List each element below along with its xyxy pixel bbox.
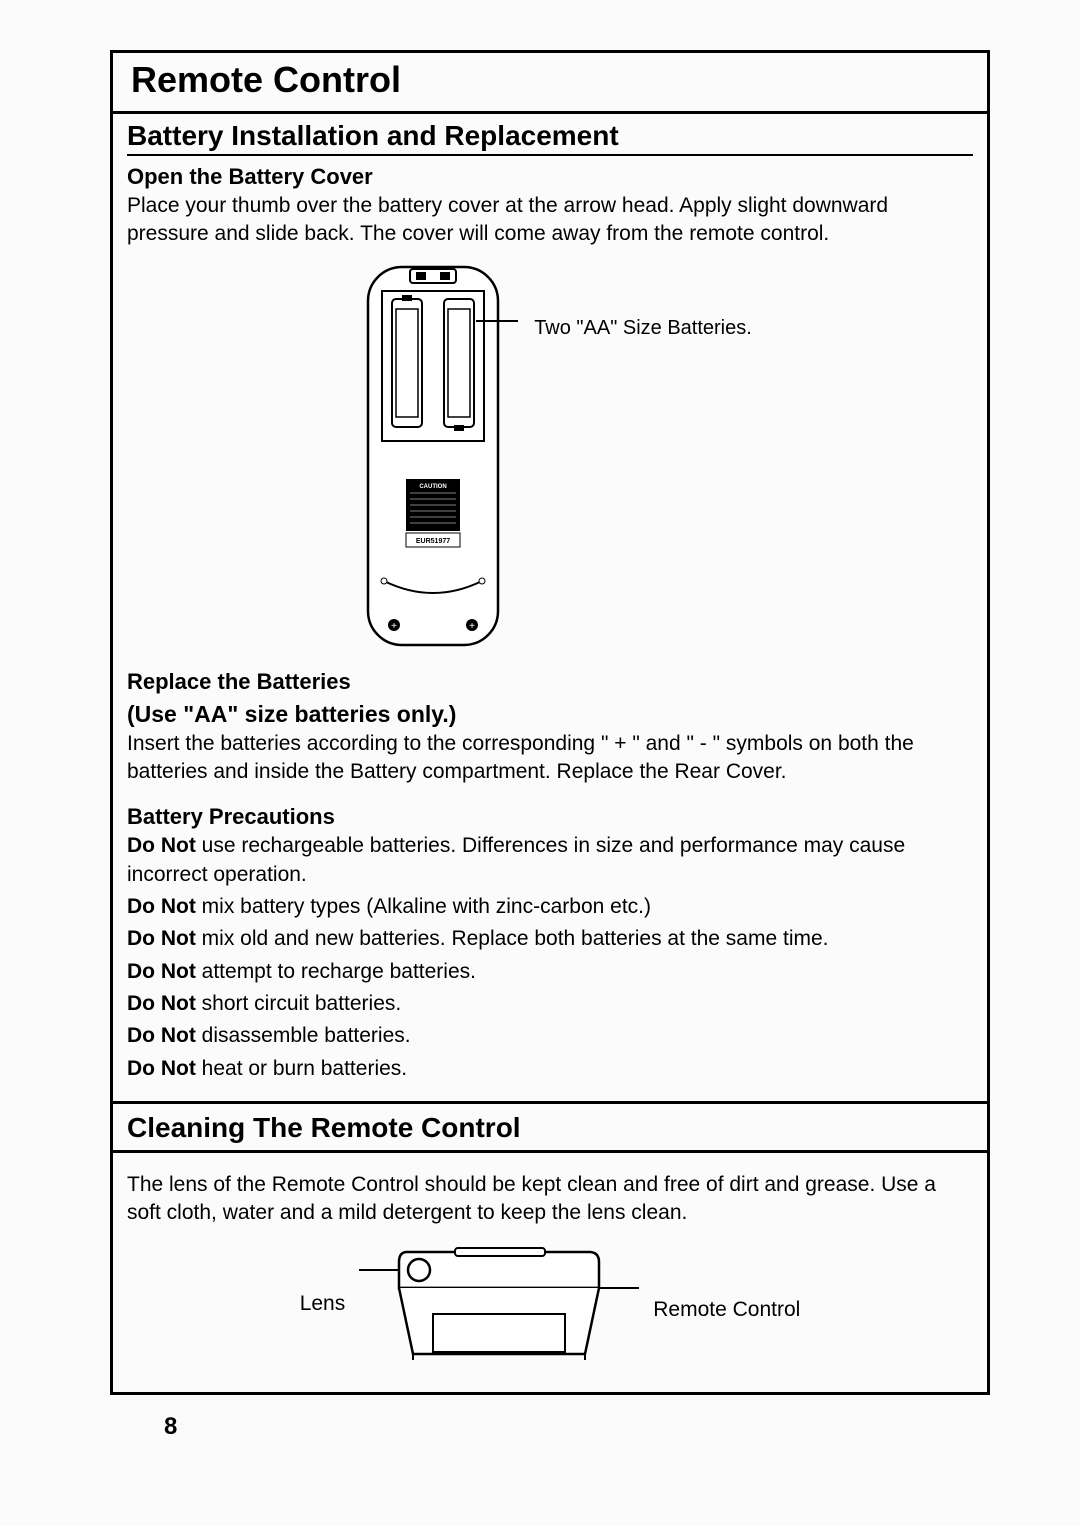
precaution-4: attempt to recharge batteries. <box>196 960 476 983</box>
svg-text:EUR51977: EUR51977 <box>416 538 450 545</box>
donot-label: Do Not <box>127 1057 196 1080</box>
battery-section: Battery Installation and Replacement Ope… <box>113 114 987 1104</box>
remote-control-label: Remote Control <box>653 1298 800 1322</box>
cleaning-text: The lens of the Remote Control should be… <box>113 1153 987 1234</box>
precaution-2: mix battery types (Alkaline with zinc-ca… <box>196 895 651 918</box>
content-frame: Remote Control Battery Installation and … <box>110 50 990 1395</box>
open-cover-title: Open the Battery Cover <box>127 164 973 190</box>
svg-text:CAUTION: CAUTION <box>420 484 447 490</box>
battery-section-heading: Battery Installation and Replacement <box>127 120 973 156</box>
remote-front-figure: Lens <box>113 1234 987 1392</box>
remote-back-svg: Panasonic Panasonic CAUTION <box>348 261 518 651</box>
replace-title: Replace the Batteries <box>127 669 973 695</box>
precaution-3: mix old and new batteries. Replace both … <box>196 927 829 950</box>
donot-label: Do Not <box>127 992 196 1015</box>
precautions-title: Battery Precautions <box>127 804 973 830</box>
manual-page: Remote Control Battery Installation and … <box>0 0 1080 1526</box>
page-number: 8 <box>164 1413 990 1441</box>
precaution-7: heat or burn batteries. <box>196 1057 407 1080</box>
cleaning-heading: Cleaning The Remote Control <box>127 1112 973 1146</box>
remote-front-svg <box>359 1244 639 1364</box>
replace-subtitle: (Use "AA" size batteries only.) <box>127 701 973 728</box>
open-cover-text: Place your thumb over the battery cover … <box>127 192 973 249</box>
donot-label: Do Not <box>127 895 196 918</box>
donot-label: Do Not <box>127 1024 196 1047</box>
donot-label: Do Not <box>127 960 196 983</box>
page-title: Remote Control <box>113 53 987 114</box>
svg-text:+: + <box>469 621 475 632</box>
cleaning-heading-row: Cleaning The Remote Control <box>113 1104 987 1153</box>
donot-label: Do Not <box>127 927 196 950</box>
remote-back-figure: Panasonic Panasonic CAUTION <box>127 261 973 651</box>
replace-text: Insert the batteries according to the co… <box>127 730 973 787</box>
precaution-5: short circuit batteries. <box>196 992 401 1015</box>
donot-label: Do Not <box>127 834 196 857</box>
lens-label: Lens <box>300 1292 346 1316</box>
battery-figure-label: Two "AA" Size Batteries. <box>534 317 752 340</box>
cleaning-section: The lens of the Remote Control should be… <box>113 1153 987 1392</box>
svg-text:+: + <box>391 621 397 632</box>
precautions-list: Do Not use rechargeable batteries. Diffe… <box>127 832 973 1083</box>
precaution-6: disassemble batteries. <box>196 1024 411 1047</box>
precaution-1: use rechargeable batteries. Differences … <box>127 834 905 885</box>
